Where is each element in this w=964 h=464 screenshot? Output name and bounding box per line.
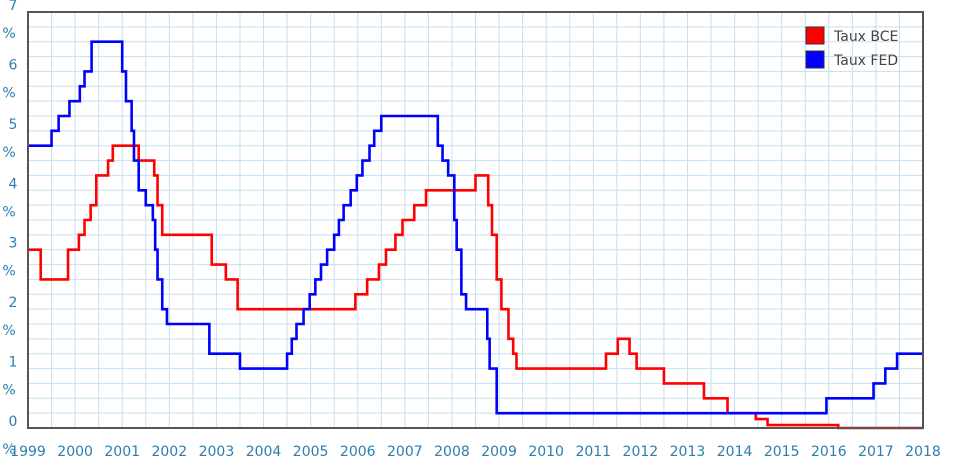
- x-axis-ticks: 1999 2000 2001 2002 2003 2004 2005 2006 2007 2008…: [10, 444, 941, 460]
- y-tick-unit: %: [2, 264, 15, 280]
- series-lines: [28, 40, 923, 430]
- y-tick-label: 2: [9, 295, 18, 311]
- x-tick-label: 2012: [623, 444, 659, 460]
- x-tick-label: 2010: [528, 444, 564, 460]
- y-tick: 4%: [2, 176, 17, 220]
- y-tick: 1%: [2, 355, 17, 399]
- legend: Taux BCE Taux FED: [805, 26, 898, 69]
- series-line-bce: [28, 144, 923, 430]
- x-tick-label: 2017: [858, 444, 894, 460]
- x-tick-label: 2003: [199, 444, 235, 460]
- y-tick-unit: %: [2, 26, 15, 42]
- plot-frame: [27, 11, 924, 429]
- y-tick-unit: %: [2, 145, 15, 161]
- x-tick-label: 2013: [670, 444, 706, 460]
- legend-label-fed: Taux FED: [833, 53, 898, 69]
- y-tick-label: 1: [9, 355, 18, 371]
- y-tick-label: 0: [9, 414, 18, 430]
- x-tick-label: 2005: [293, 444, 329, 460]
- y-axis-ticks: 0%1%2%3%4%5%6%7%: [2, 0, 17, 458]
- legend-label-bce: Taux BCE: [833, 29, 898, 45]
- x-tick-label: 2001: [104, 444, 140, 460]
- x-tick-label: 2018: [905, 444, 941, 460]
- y-tick-unit: %: [2, 442, 15, 458]
- legend-swatch-fed: [805, 50, 825, 69]
- y-tick-label: 5: [9, 117, 18, 133]
- y-tick: 3%: [2, 236, 17, 280]
- x-tick-label: 2004: [246, 444, 282, 460]
- y-tick-unit: %: [2, 85, 15, 101]
- x-tick-label: 2007: [387, 444, 423, 460]
- y-tick-unit: %: [2, 383, 15, 399]
- x-tick-label: 1999: [10, 444, 46, 460]
- legend-swatch-bce: [805, 26, 825, 45]
- y-tick: 7%: [2, 0, 17, 42]
- y-tick-label: 7: [9, 0, 18, 14]
- series-line-fed: [28, 40, 923, 415]
- x-tick-label: 2015: [764, 444, 800, 460]
- x-tick-label: 2016: [811, 444, 847, 460]
- x-tick-label: 2014: [717, 444, 753, 460]
- y-tick-label: 3: [9, 236, 18, 252]
- x-tick-label: 2000: [57, 444, 93, 460]
- y-tick-label: 6: [9, 57, 18, 73]
- x-tick-label: 2006: [340, 444, 376, 460]
- x-tick-label: 2011: [575, 444, 611, 460]
- y-tick-unit: %: [2, 323, 15, 339]
- y-tick: 5%: [2, 117, 17, 161]
- y-tick-label: 4: [9, 176, 18, 192]
- x-tick-label: 2009: [481, 444, 517, 460]
- y-tick: 2%: [2, 295, 17, 339]
- y-tick-unit: %: [2, 204, 15, 220]
- y-tick: 0%: [2, 414, 17, 458]
- x-tick-label: 2002: [151, 444, 187, 460]
- y-tick: 6%: [2, 57, 17, 101]
- x-tick-label: 2008: [434, 444, 470, 460]
